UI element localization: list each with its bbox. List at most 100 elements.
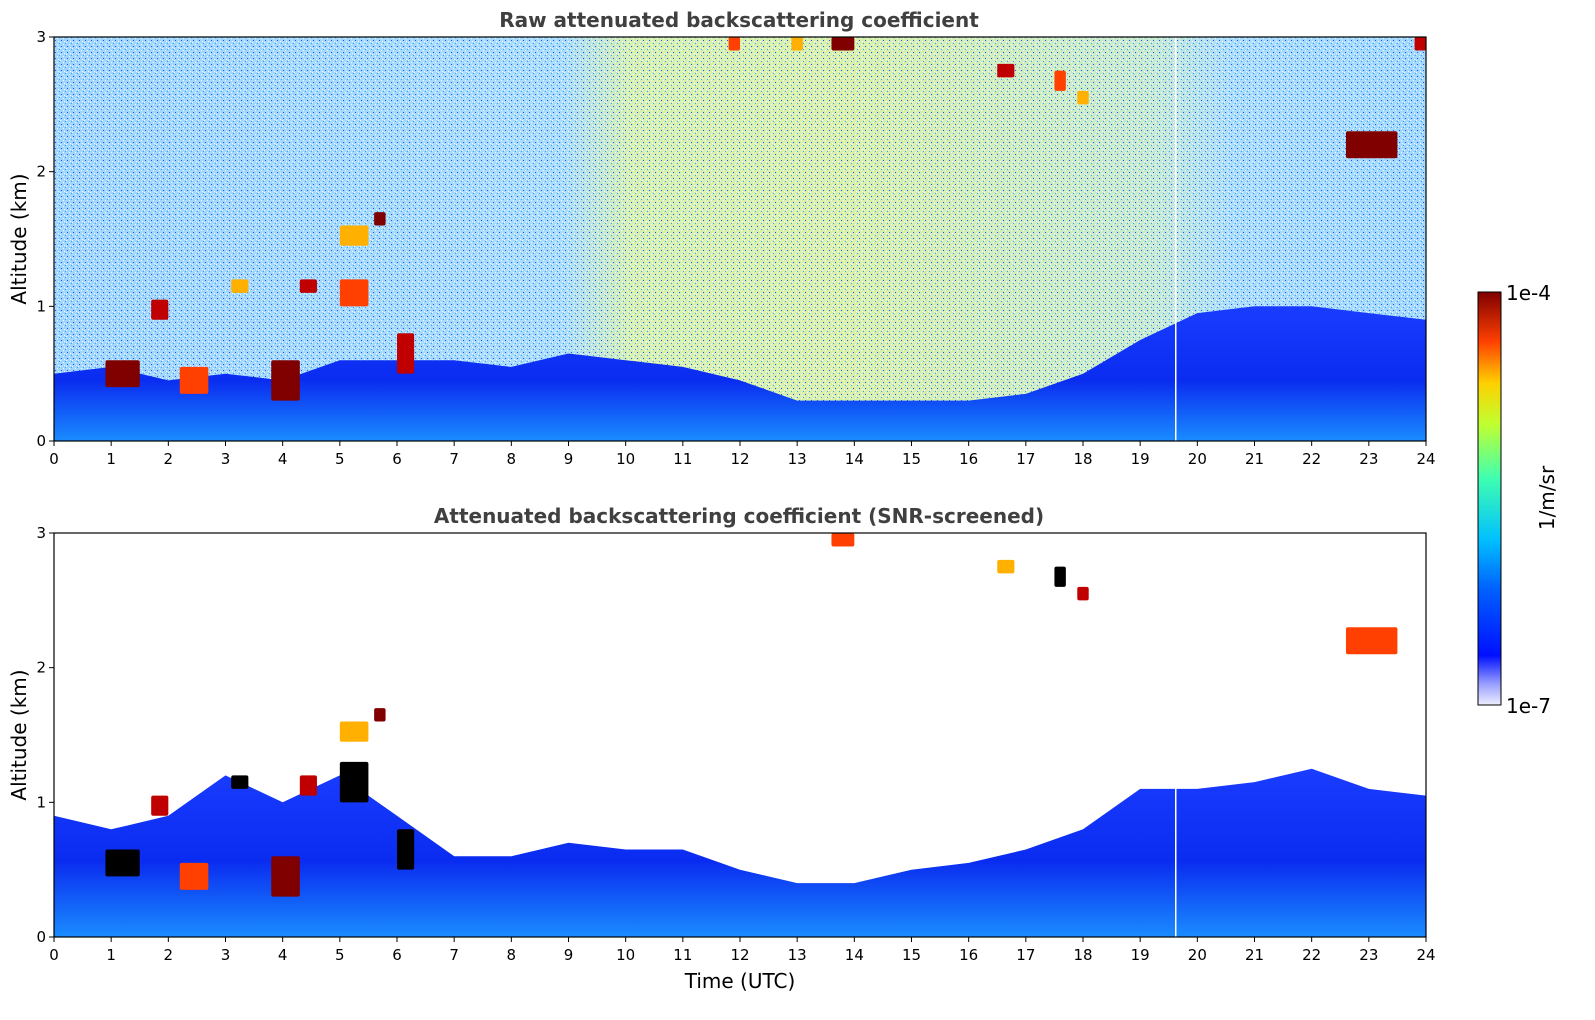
x-tick-label: 6	[392, 946, 402, 964]
cloud-patch	[831, 533, 855, 547]
x-tick-label: 15	[902, 450, 921, 468]
cloud-patch	[1054, 70, 1066, 91]
panel2-gap-line	[1175, 773, 1177, 937]
panel2-aerosol-layer	[54, 768, 1426, 937]
x-tick-label: 17	[1016, 450, 1035, 468]
panel1-x-ticks: 0 1 2 3 4 5 6 7 8 9 10 11 12 13 14 15 16 17 18 19 20 21 22 23 24	[49, 441, 1436, 468]
cloud-patch	[1345, 627, 1398, 655]
x-tick-label: 3	[221, 946, 231, 964]
x-tick-label: 14	[845, 946, 864, 964]
x-tick-label: 1	[106, 946, 116, 964]
cloud-patch	[1077, 586, 1089, 601]
x-tick-label: 24	[1416, 946, 1435, 964]
panel1-plot-area	[53, 36, 1427, 442]
y-tick-label: 1	[36, 297, 46, 315]
cloud-patch	[374, 708, 386, 722]
x-tick-label: 5	[335, 450, 345, 468]
cloud-patch	[151, 795, 169, 816]
x-tick-label: 8	[507, 946, 517, 964]
colorbar: 1e-4 1e-7 1/m/sr	[1477, 281, 1559, 718]
snr-screened-panel: Attenuated backscattering coefficient (S…	[7, 504, 1436, 993]
x-tick-label: 18	[1073, 450, 1092, 468]
x-tick-label: 12	[730, 946, 749, 964]
colorbar-gradient	[1477, 291, 1502, 706]
panel1-title: Raw attenuated backscattering coefficien…	[499, 8, 979, 32]
panel1-y-ticks: 0 1 2 3	[36, 28, 54, 450]
cloud-patch	[831, 37, 855, 51]
x-tick-label: 2	[164, 946, 174, 964]
x-tick-label: 22	[1302, 946, 1321, 964]
x-tick-label: 11	[673, 450, 692, 468]
panel2-x-ticks: 0 1 2 3 4 5 6 7 8 9 10 11 12 13 14 15 16 17 18 19 20 21 22 23 24	[49, 937, 1436, 964]
x-tick-label: 7	[449, 946, 459, 964]
cloud-patch	[997, 559, 1015, 574]
cloud-patch	[1414, 37, 1426, 51]
y-tick-label: 1	[36, 793, 46, 811]
panel2-title: Attenuated backscattering coefficient (S…	[434, 504, 1044, 528]
cloud-patch	[231, 279, 249, 293]
panel2-y-label: Altitude (km)	[7, 669, 31, 800]
x-tick-label: 14	[845, 450, 864, 468]
cloud-patch	[179, 862, 209, 890]
x-tick-label: 21	[1245, 450, 1264, 468]
cloud-patch	[105, 849, 140, 877]
x-tick-label: 2	[164, 450, 174, 468]
cloud-patch	[271, 360, 300, 401]
x-tick-label: 0	[49, 946, 59, 964]
x-tick-label: 20	[1188, 450, 1207, 468]
cloud-patch	[105, 360, 140, 388]
panel1-aerosol-layer	[54, 306, 1426, 441]
cloud-patch	[397, 333, 415, 374]
cloud-patch	[231, 775, 249, 789]
x-tick-label: 9	[564, 450, 574, 468]
raw-backscatter-panel: Raw attenuated backscattering coefficien…	[7, 8, 1436, 468]
x-tick-label: 11	[673, 946, 692, 964]
x-tick-label: 6	[392, 450, 402, 468]
colorbar-min-label: 1e-7	[1506, 694, 1551, 718]
x-tick-label: 16	[959, 450, 978, 468]
x-tick-label: 24	[1416, 450, 1435, 468]
colorbar-unit-label: 1/m/sr	[1535, 465, 1559, 530]
x-tick-label: 23	[1359, 946, 1378, 964]
x-tick-label: 3	[221, 450, 231, 468]
cloud-patch	[1077, 90, 1089, 105]
x-tick-label: 7	[449, 450, 459, 468]
cloud-patch	[997, 63, 1015, 78]
x-tick-label: 0	[49, 450, 59, 468]
y-tick-label: 0	[36, 928, 46, 946]
x-tick-label: 4	[278, 450, 288, 468]
x-tick-label: 23	[1359, 450, 1378, 468]
y-tick-label: 3	[36, 524, 46, 542]
y-tick-label: 2	[36, 163, 46, 181]
x-tick-label: 8	[507, 450, 517, 468]
x-tick-label: 16	[959, 946, 978, 964]
cloud-patch	[791, 37, 803, 51]
x-tick-label: 13	[788, 450, 807, 468]
x-tick-label: 5	[335, 946, 345, 964]
x-axis-label: Time (UTC)	[684, 969, 796, 993]
x-tick-label: 9	[564, 946, 574, 964]
cloud-patch	[339, 225, 369, 246]
x-tick-label: 1	[106, 450, 116, 468]
panel2-y-ticks: 0 1 2 3	[36, 524, 54, 946]
x-tick-label: 10	[616, 946, 635, 964]
cloud-patch	[299, 775, 317, 796]
x-tick-label: 19	[1131, 450, 1150, 468]
cloud-patch	[374, 212, 386, 226]
panel2-cloud-patches	[105, 533, 1398, 897]
cloud-patch	[339, 279, 369, 307]
x-tick-label: 4	[278, 946, 288, 964]
x-tick-label: 18	[1073, 946, 1092, 964]
cloud-patch	[1345, 131, 1398, 159]
cloud-patch	[339, 761, 369, 803]
cloud-patch	[1054, 566, 1066, 587]
y-tick-label: 0	[36, 432, 46, 450]
x-tick-label: 20	[1188, 946, 1207, 964]
x-tick-label: 15	[902, 946, 921, 964]
cloud-patch	[151, 299, 169, 320]
cloud-patch	[728, 37, 740, 51]
x-tick-label: 12	[730, 450, 749, 468]
cloud-patch	[179, 366, 209, 394]
y-tick-label: 3	[36, 28, 46, 46]
